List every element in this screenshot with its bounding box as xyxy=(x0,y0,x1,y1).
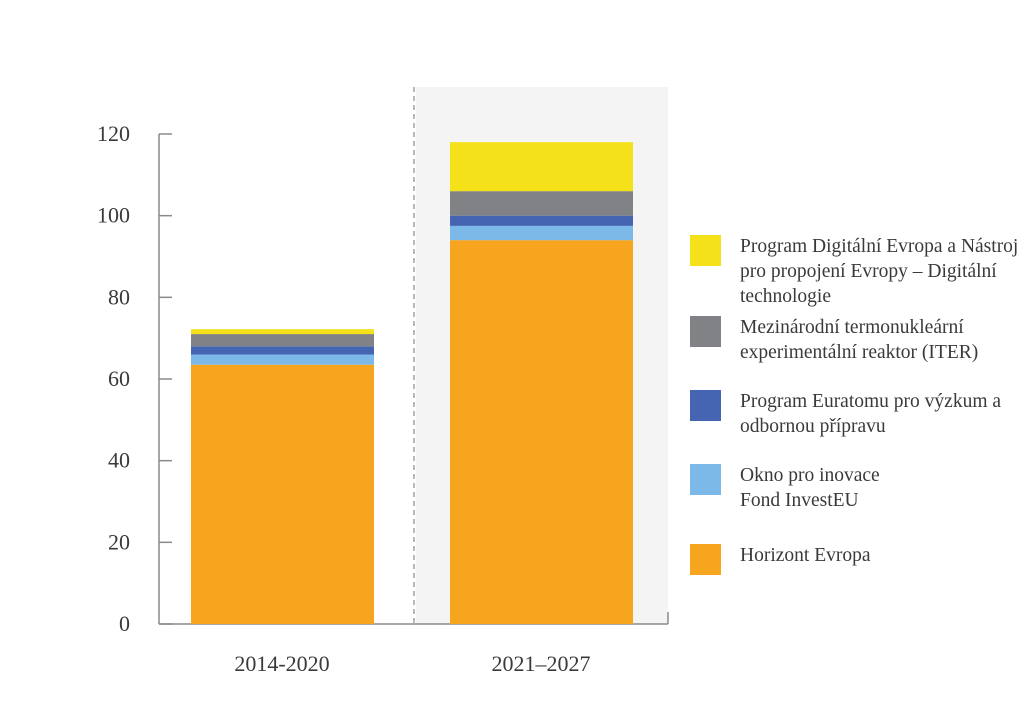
bar-segment-2-2 xyxy=(450,225,633,241)
x-category-label: 2021–2027 xyxy=(492,651,591,676)
bar-segment-2-3 xyxy=(450,215,633,226)
legend-item: Okno pro inovace Fond InvestEU xyxy=(690,463,880,513)
bar-segment-1-3 xyxy=(191,346,374,355)
legend-item: Horizont Evropa xyxy=(690,543,871,575)
legend-swatch xyxy=(690,316,721,347)
legend-item: Program Digitální Evropa a Nástroj pro p… xyxy=(690,234,1018,309)
bar-segment-2-4 xyxy=(450,191,633,216)
legend-item: Mezinárodní termonukleární experimentáln… xyxy=(690,315,978,365)
y-tick-label: 80 xyxy=(108,284,130,309)
bar-segment-1-5 xyxy=(191,329,374,335)
legend-item: Program Euratomu pro výzkum a odbornou p… xyxy=(690,389,1001,439)
chart-legend: Program Digitální Evropa a Nástroj pro p… xyxy=(690,0,1024,716)
legend-label: Program Euratomu pro výzkum a odbornou p… xyxy=(740,391,1002,437)
legend-swatch xyxy=(690,390,721,421)
y-tick-label: 100 xyxy=(97,203,130,228)
legend-label: Mezinárodní termonukleární experimentáln… xyxy=(740,317,979,363)
y-tick-label: 0 xyxy=(119,611,130,636)
bar-segment-2-5 xyxy=(450,142,633,192)
y-tick-label: 20 xyxy=(108,529,130,554)
y-tick-label: 60 xyxy=(108,366,130,391)
legend-label: Okno pro inovace Fond InvestEU xyxy=(740,465,880,511)
legend-label: Program Digitální Evropa a Nástroj pro p… xyxy=(740,236,1019,307)
bar-segment-1-1 xyxy=(191,364,374,624)
y-tick-label: 120 xyxy=(97,121,130,146)
bar-segment-2-1 xyxy=(450,240,633,624)
legend-label: Horizont Evropa xyxy=(740,545,871,566)
legend-swatch xyxy=(690,235,721,266)
y-tick-label: 40 xyxy=(108,448,130,473)
legend-swatch xyxy=(690,464,721,495)
x-category-label: 2014-2020 xyxy=(234,651,329,676)
legend-swatch xyxy=(690,544,721,575)
bar-segment-1-4 xyxy=(191,334,374,347)
bar-segment-1-2 xyxy=(191,354,374,365)
